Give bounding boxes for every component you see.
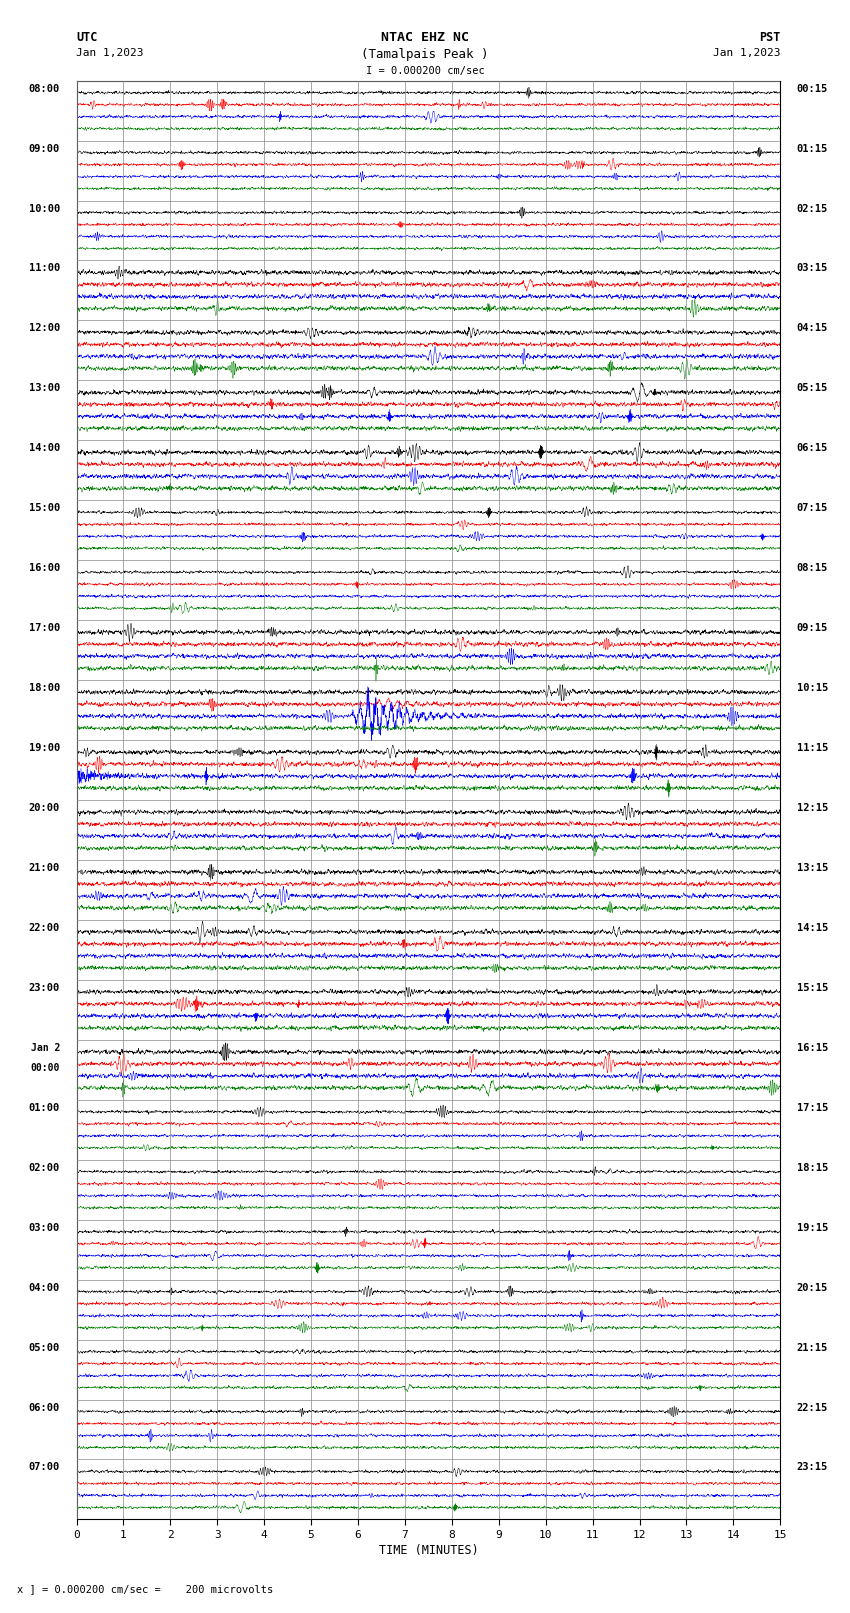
Text: 16:15: 16:15 (796, 1044, 828, 1053)
Text: 09:15: 09:15 (796, 623, 828, 634)
Text: 11:15: 11:15 (796, 744, 828, 753)
Text: 10:15: 10:15 (796, 684, 828, 694)
Text: 21:15: 21:15 (796, 1342, 828, 1353)
Text: 18:15: 18:15 (796, 1163, 828, 1173)
Text: 04:00: 04:00 (29, 1282, 60, 1292)
Text: 14:00: 14:00 (29, 444, 60, 453)
Text: NTAC EHZ NC: NTAC EHZ NC (381, 31, 469, 44)
Text: 01:00: 01:00 (29, 1103, 60, 1113)
Text: 03:00: 03:00 (29, 1223, 60, 1232)
Text: 02:00: 02:00 (29, 1163, 60, 1173)
Text: I = 0.000200 cm/sec: I = 0.000200 cm/sec (366, 66, 484, 76)
Text: 05:15: 05:15 (796, 384, 828, 394)
Text: x ] = 0.000200 cm/sec =    200 microvolts: x ] = 0.000200 cm/sec = 200 microvolts (17, 1584, 273, 1594)
X-axis label: TIME (MINUTES): TIME (MINUTES) (378, 1544, 479, 1557)
Text: UTC: UTC (76, 31, 98, 44)
Text: 10:00: 10:00 (29, 203, 60, 213)
Text: Jan 2: Jan 2 (31, 1044, 60, 1053)
Text: 11:00: 11:00 (29, 263, 60, 274)
Text: 14:15: 14:15 (796, 923, 828, 932)
Text: 22:15: 22:15 (796, 1403, 828, 1413)
Text: 07:15: 07:15 (796, 503, 828, 513)
Text: 15:15: 15:15 (796, 982, 828, 994)
Text: 12:00: 12:00 (29, 324, 60, 334)
Text: 22:00: 22:00 (29, 923, 60, 932)
Text: 20:00: 20:00 (29, 803, 60, 813)
Text: 23:15: 23:15 (796, 1463, 828, 1473)
Text: (Tamalpais Peak ): (Tamalpais Peak ) (361, 48, 489, 61)
Text: 09:00: 09:00 (29, 144, 60, 153)
Text: 06:00: 06:00 (29, 1403, 60, 1413)
Text: 20:15: 20:15 (796, 1282, 828, 1292)
Text: 07:00: 07:00 (29, 1463, 60, 1473)
Text: 01:15: 01:15 (796, 144, 828, 153)
Text: 02:15: 02:15 (796, 203, 828, 213)
Text: 13:00: 13:00 (29, 384, 60, 394)
Text: 12:15: 12:15 (796, 803, 828, 813)
Text: 05:00: 05:00 (29, 1342, 60, 1353)
Text: 08:15: 08:15 (796, 563, 828, 573)
Text: 00:00: 00:00 (31, 1063, 60, 1073)
Text: 19:00: 19:00 (29, 744, 60, 753)
Text: 16:00: 16:00 (29, 563, 60, 573)
Text: 04:15: 04:15 (796, 324, 828, 334)
Text: Jan 1,2023: Jan 1,2023 (76, 48, 144, 58)
Text: 08:00: 08:00 (29, 84, 60, 94)
Text: Jan 1,2023: Jan 1,2023 (713, 48, 780, 58)
Text: 00:15: 00:15 (796, 84, 828, 94)
Text: 21:00: 21:00 (29, 863, 60, 873)
Text: 17:15: 17:15 (796, 1103, 828, 1113)
Text: 03:15: 03:15 (796, 263, 828, 274)
Text: PST: PST (759, 31, 780, 44)
Text: 18:00: 18:00 (29, 684, 60, 694)
Text: 19:15: 19:15 (796, 1223, 828, 1232)
Text: 17:00: 17:00 (29, 623, 60, 634)
Text: 13:15: 13:15 (796, 863, 828, 873)
Text: 06:15: 06:15 (796, 444, 828, 453)
Text: 23:00: 23:00 (29, 982, 60, 994)
Text: 15:00: 15:00 (29, 503, 60, 513)
